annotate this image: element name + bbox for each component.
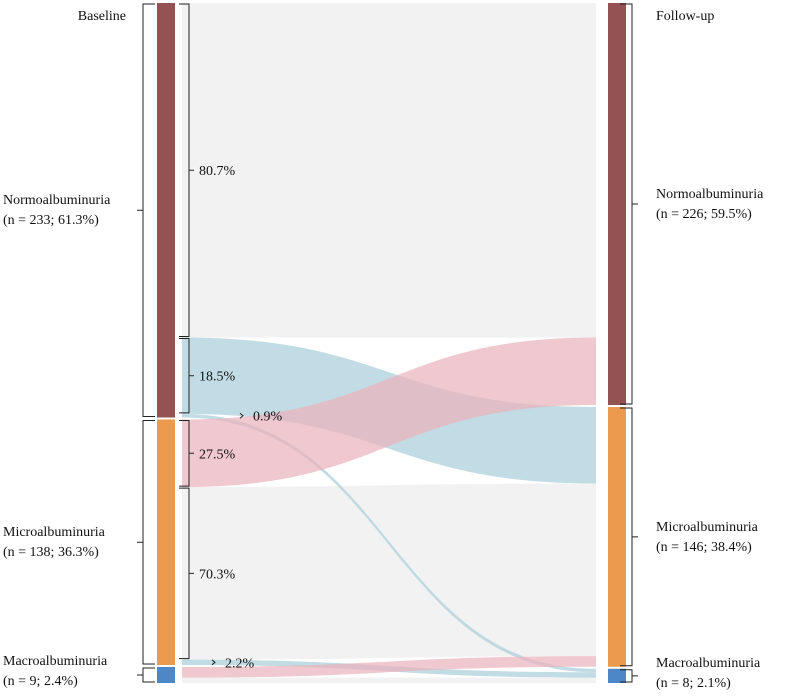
labels-layer: Baseline Follow-up Normoalbuminuria (n = …: [3, 9, 764, 691]
flow-pct-micro-to-normo: 27.5%: [199, 447, 236, 462]
followup-bracket-macro: [620, 669, 638, 683]
flow-micro-to-micro: [182, 483, 596, 660]
followup-bracket-normo: [620, 3, 638, 405]
baseline-stat-micro: (n = 138; 36.3%): [3, 545, 99, 560]
baseline-label-micro: Microalbuminuria: [3, 525, 106, 540]
nodes-layer: [157, 3, 626, 683]
followup-node-normo: [608, 3, 626, 406]
baseline-stat-macro: (n = 9; 2.4%): [3, 674, 78, 689]
flow-pct-micro-to-macro: 2.2%: [225, 656, 255, 671]
followup-node-micro: [608, 407, 626, 667]
flow-bracket-normo-to-normo: [179, 3, 194, 337]
baseline-node-macro: [157, 666, 175, 683]
flow-pct-normo-to-normo: 80.7%: [199, 164, 236, 179]
flow-normo-to-macro: [182, 413, 596, 673]
flow-bracket-micro-to-normo: [179, 419, 194, 487]
flow-bracket-micro-to-macro: [211, 659, 216, 666]
flow-micro-to-normo: [182, 337, 596, 488]
followup-label-normo: Normoalbuminuria: [656, 187, 764, 202]
flow-bracket-normo-to-micro: [179, 337, 194, 414]
flow-macro-to-macro: [182, 677, 596, 683]
followup-stat-macro: (n = 8; 2.1%): [656, 676, 731, 691]
followup-label-micro: Microalbuminuria: [656, 520, 759, 535]
flow-pct-normo-to-micro: 18.5%: [199, 370, 236, 385]
baseline-bracket-macro: [137, 667, 155, 683]
baseline-label-normo: Normoalbuminuria: [3, 193, 111, 208]
flow-pct-micro-to-micro: 70.3%: [199, 567, 236, 582]
followup-stat-normo: (n = 226; 59.5%): [656, 207, 752, 222]
flow-macro-to-micro: [182, 656, 596, 678]
flow-pct-normo-to-macro: 0.9%: [253, 410, 283, 425]
followup-stat-micro: (n = 146; 38.4%): [656, 540, 752, 555]
baseline-node-micro: [157, 419, 175, 665]
followup-label-macro: Macroalbuminuria: [656, 656, 761, 671]
baseline-node-normo: [157, 3, 175, 418]
followup-bracket-micro: [620, 407, 638, 667]
baseline-bracket-normo: [137, 3, 155, 417]
stage-label-right: Follow-up: [656, 9, 714, 24]
baseline-bracket-micro: [137, 419, 155, 665]
brackets-layer: [137, 3, 638, 683]
flow-normo-to-normo: [182, 3, 596, 338]
baseline-stat-normo: (n = 233; 61.3%): [3, 213, 99, 228]
flows-layer: [182, 3, 596, 683]
flow-bracket-normo-to-macro: [239, 412, 244, 419]
stage-label-left: Baseline: [78, 9, 126, 24]
baseline-label-macro: Macroalbuminuria: [3, 654, 108, 669]
flow-bracket-micro-to-micro: [179, 487, 194, 660]
followup-node-macro: [608, 668, 626, 683]
